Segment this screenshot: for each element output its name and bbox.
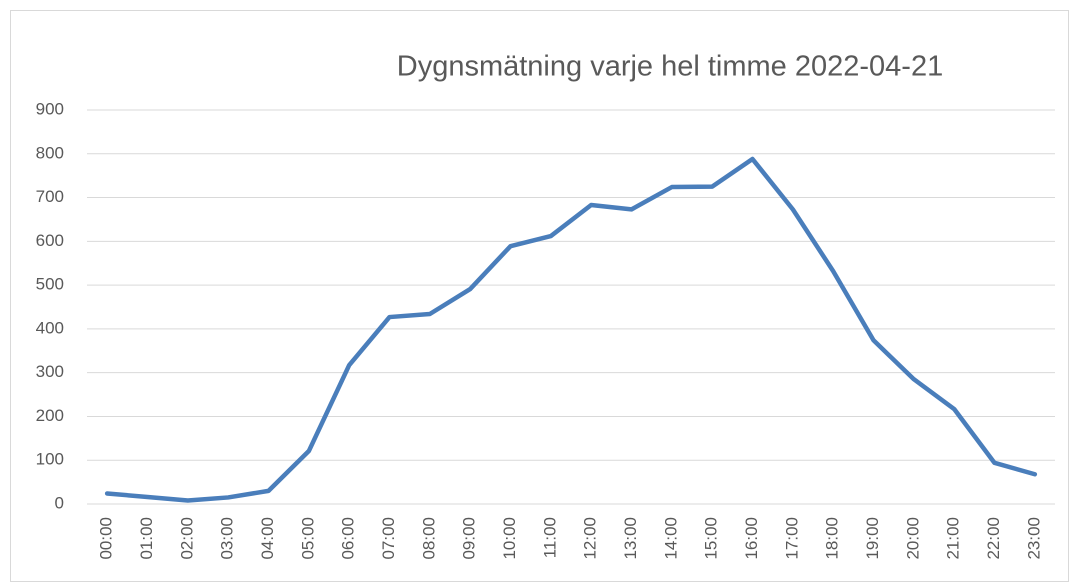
chart-border bbox=[10, 10, 1069, 582]
x-tick-label: 21:00 bbox=[944, 517, 963, 560]
y-tick-label: 600 bbox=[36, 231, 64, 250]
x-tick-label: 08:00 bbox=[419, 517, 438, 560]
x-tick-label: 18:00 bbox=[823, 517, 842, 560]
y-tick-label: 0 bbox=[55, 493, 64, 512]
x-tick-label: 10:00 bbox=[500, 517, 519, 560]
y-tick-label: 100 bbox=[36, 450, 64, 469]
x-tick-label: 01:00 bbox=[137, 517, 156, 560]
x-tick-label: 03:00 bbox=[218, 517, 237, 560]
x-tick-label: 20:00 bbox=[903, 517, 922, 560]
x-tick-label: 17:00 bbox=[782, 517, 801, 560]
y-tick-label: 900 bbox=[36, 99, 64, 118]
y-tick-label: 200 bbox=[36, 406, 64, 425]
x-tick-label: 11:00 bbox=[540, 517, 559, 558]
x-tick-label: 04:00 bbox=[258, 517, 277, 560]
x-tick-label: 16:00 bbox=[742, 517, 761, 560]
chart-title: Dygnsmätning varje hel timme 2022-04-21 bbox=[397, 51, 943, 83]
x-tick-label: 15:00 bbox=[702, 517, 721, 560]
x-tick-label: 19:00 bbox=[863, 517, 882, 560]
x-tick-label: 23:00 bbox=[1024, 517, 1043, 560]
x-tick-label: 22:00 bbox=[984, 517, 1003, 560]
y-tick-label: 800 bbox=[36, 143, 64, 162]
data-line bbox=[104, 156, 1038, 503]
x-tick-label: 12:00 bbox=[581, 517, 600, 560]
x-tick-label: 06:00 bbox=[339, 517, 358, 560]
x-tick-label: 05:00 bbox=[298, 517, 317, 560]
x-tick-label: 13:00 bbox=[621, 517, 640, 560]
x-tick-label: 07:00 bbox=[379, 517, 398, 560]
x-tick-label: 09:00 bbox=[460, 517, 479, 560]
y-tick-label: 400 bbox=[36, 318, 64, 337]
x-tick-label: 00:00 bbox=[97, 517, 116, 560]
y-tick-label: 500 bbox=[36, 275, 64, 294]
x-tick-label: 14:00 bbox=[661, 517, 680, 560]
y-tick-label: 700 bbox=[36, 187, 64, 206]
y-tick-label: 300 bbox=[36, 362, 64, 381]
x-tick-label: 02:00 bbox=[177, 517, 196, 560]
